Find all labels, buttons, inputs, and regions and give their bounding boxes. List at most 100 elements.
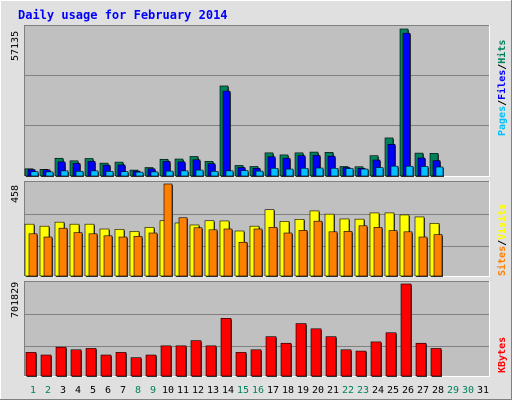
legend-hits: Hits [496,40,508,64]
day-label: 8 [135,385,141,396]
legend-files: Files [496,70,508,100]
bar-sites [208,229,218,277]
bar-sites [403,231,413,277]
day-label: 21 [327,385,339,396]
bar-sites [43,236,53,277]
day-label: 10 [162,385,174,396]
legend-visits: Visits [496,204,508,240]
bar-sites [58,227,68,277]
day-labels: 1 2 3 4 5 6 7 8 9 10 11 12 13 14 15 16 17 18 19 20 21 22 23 24 2… [30,385,489,396]
bar-sites [178,217,188,277]
day-label: 9 [150,385,156,396]
bar-sites [268,227,278,277]
day-label: 13 [207,385,219,396]
bar-pages [30,171,39,177]
day-label: 29 [447,385,459,396]
bar-pages [435,166,444,177]
panel2-max-label: 458 [10,185,21,203]
bar-kbytes [145,354,157,377]
legend-kbytes: KBytes [497,337,508,373]
day-label: 12 [192,385,204,396]
bar-pages [390,165,399,177]
bar-kbytes [160,345,172,377]
gridlines [25,75,489,347]
bar-sites [418,236,428,277]
bar-kbytes [355,350,367,377]
day-label: 3 [60,385,66,396]
bar-kbytes [235,352,247,377]
bar-kbytes [430,348,442,377]
bar-sites [193,227,203,277]
bar-pages [345,168,354,177]
day-label: 23 [357,385,369,396]
bar-sites [373,227,383,277]
day-label: 18 [282,385,294,396]
day-label: 28 [432,385,444,396]
bar-kbytes [70,349,82,377]
day-label: 11 [177,385,189,396]
bar-pages [225,170,234,177]
bar-pages [180,170,189,177]
bar-sites [73,232,83,277]
bar-kbytes [295,323,307,377]
bar-sites [433,234,443,277]
bar-sites [118,236,128,277]
bar-sites [163,183,173,277]
bar-files [222,90,231,177]
day-label: 5 [90,385,96,396]
legend-hits-files-pages: Pages/Files/Hits [496,40,508,136]
bar-kbytes [100,354,112,377]
day-label: 22 [342,385,354,396]
day-label: 4 [75,385,81,396]
bar-kbytes [205,345,217,377]
bar-sites [148,232,158,277]
bar-pages [315,167,324,177]
day-label: 24 [372,385,384,396]
day-label: 1 [30,385,36,396]
bar-sites [343,231,353,277]
panel3-max-label: 701829 [10,282,21,318]
bar-sites [253,228,263,277]
legend-pages: Pages [497,106,508,136]
bar-sites [283,232,293,277]
bar-pages [375,167,384,177]
legend-sites-visits: Sites/Visits [496,204,508,276]
bar-kbytes [250,349,262,377]
day-label: 7 [120,385,126,396]
day-label: 30 [462,385,474,396]
bar-files [402,32,411,177]
bar-sites [298,230,308,277]
bar-kbytes [325,336,337,377]
bar-pages [150,171,159,177]
day-label: 31 [477,385,489,396]
bar-kbytes [370,341,382,377]
bar-pages [300,167,309,177]
bar-pages [285,168,294,177]
bar-pages [60,170,69,177]
bar-kbytes [310,328,322,377]
bar-kbytes [130,357,142,377]
day-label: 19 [297,385,309,396]
bar-kbytes [400,283,412,377]
day-label: 17 [267,385,279,396]
bar-sites [358,225,368,277]
bar-kbytes [340,349,352,377]
day-label: 2 [45,385,51,396]
bar-sites [313,220,323,277]
bar-pages [135,171,144,177]
bar-pages [195,169,204,177]
bar-sites [133,236,143,277]
bar-pages [165,170,174,177]
bar-pages [45,171,54,177]
bar-kbytes [415,342,427,377]
bar-pages [120,171,129,177]
bar-pages [360,168,369,177]
bar-kbytes [220,318,232,377]
bar-kbytes [115,352,127,377]
bar-pages [210,171,219,177]
bar-sites [238,241,248,277]
bar-pages [105,171,114,177]
bar-kbytes [265,336,277,377]
visits-sites-bars [24,183,443,277]
